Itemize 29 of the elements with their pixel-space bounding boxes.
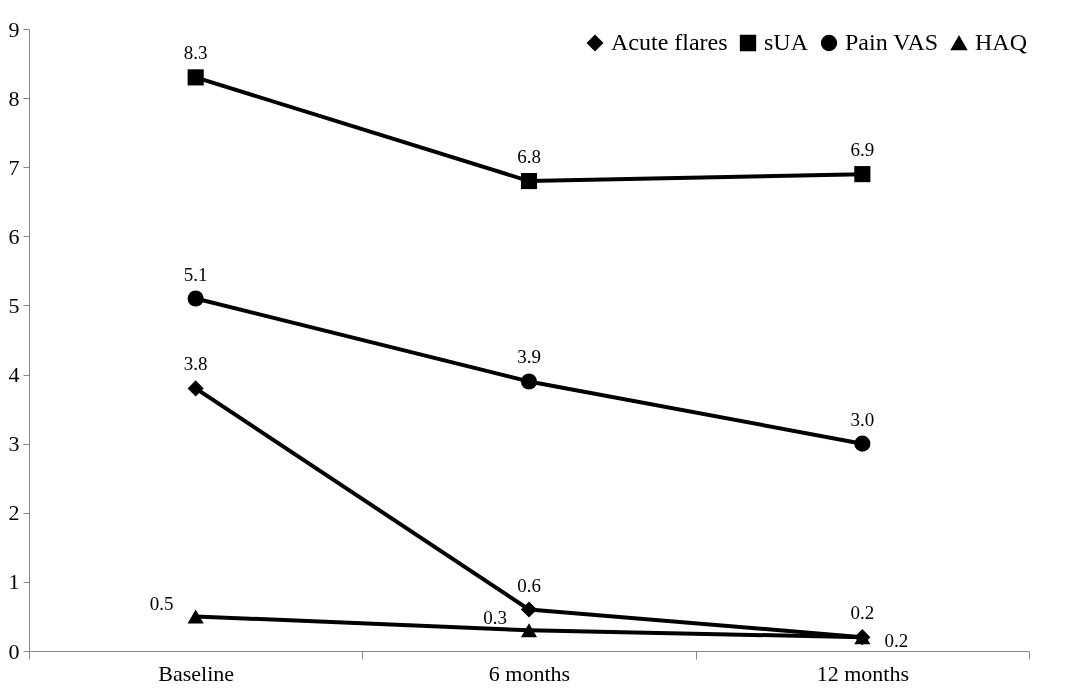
data-label: 0.2	[884, 630, 909, 652]
data-label: 0.3	[483, 607, 507, 629]
data-label: 0.2	[850, 602, 875, 624]
legend-label: Pain VAS	[845, 29, 939, 55]
x-tick-label: Baseline	[158, 660, 235, 686]
data-label: 6.8	[517, 146, 541, 168]
y-tick-label: 1	[8, 569, 20, 595]
data-label: 3.8	[183, 353, 208, 375]
y-tick-label: 6	[8, 223, 20, 249]
y-tick-label: 4	[8, 362, 20, 388]
x-tick-label: 6 months	[488, 660, 571, 686]
data-label: 0.5	[149, 593, 174, 615]
data-label: 3.9	[517, 346, 541, 368]
data-label: 3.0	[850, 408, 875, 430]
y-tick-label: 2	[8, 500, 20, 526]
y-tick-label: 9	[8, 16, 20, 42]
legend-label: HAQ	[975, 29, 1027, 55]
data-label: 5.1	[183, 263, 208, 285]
data-label: 0.6	[517, 574, 541, 596]
legend-label: Acute flares	[611, 29, 728, 55]
y-tick-label: 3	[8, 431, 20, 457]
y-tick-label: 7	[8, 154, 20, 180]
y-tick-label: 8	[8, 85, 20, 111]
data-label: 6.9	[850, 139, 875, 161]
y-tick-label: 5	[8, 292, 20, 318]
y-tick-label: 0	[8, 638, 20, 664]
data-label: 8.3	[183, 42, 208, 64]
x-tick-label: 12 months	[816, 660, 909, 686]
legend-label: sUA	[764, 29, 809, 55]
